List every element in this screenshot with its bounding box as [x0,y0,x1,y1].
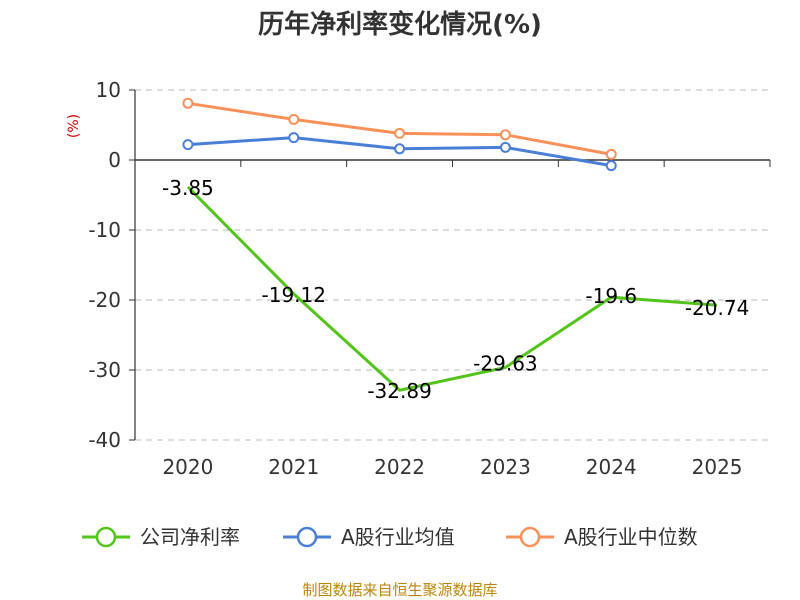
x-tick-label-2: 2022 [374,455,425,479]
legend-label-0: 公司净利率 [140,525,240,549]
x-tick-label-4: 2024 [586,455,637,479]
series-2-point-4 [605,148,617,160]
data-label-3: -29.63 [473,351,537,375]
x-tick-labels: 2020 2021 2022 2023 2024 2025 [162,455,742,479]
series-2-point-1 [288,113,300,125]
y-tick-label-5: -40 [88,428,121,452]
chart-title: 历年净利率变化情况(%) [258,9,542,40]
x-tick-label-0: 2020 [162,455,213,479]
legend-marker-1 [296,526,318,548]
legend-item-1[interactable]: A股行业均值 [283,525,455,549]
y-tick-labels: 10 0 -10 -20 -30 -40 [88,78,121,452]
legend-label-1: A股行业均值 [341,525,455,549]
data-label-0: -3.85 [162,176,214,200]
y-axis-unit: (%) [66,114,82,138]
y-tick-label-2: -10 [88,218,121,242]
series-1-point-1 [288,132,300,144]
legend-item-2[interactable]: A股行业中位数 [506,525,698,549]
series-2-point-2 [394,127,406,139]
axes [129,89,771,441]
series-1-point-0 [182,139,194,151]
legend[interactable]: 公司净利率 A股行业均值 A股行业中位数 [82,525,698,549]
legend-marker-2 [519,526,541,548]
x-tick-label-1: 2021 [268,455,319,479]
data-label-2: -32.89 [367,379,431,403]
series-group [182,97,718,392]
y-tick-label-3: -20 [88,288,121,312]
series-2-point-0 [182,97,194,109]
data-label-5: -20.74 [685,296,749,320]
y-tick-label-0: 10 [96,78,121,102]
series-2-point-3 [499,129,511,141]
series-1 [182,132,617,172]
series-line-0 [186,185,718,392]
data-label-1: -19.12 [262,283,326,307]
data-label-4: -19.6 [585,284,637,308]
series-1-point-3 [499,141,511,153]
series-1-point-2 [394,143,406,155]
y-tick-label-1: 0 [108,148,121,172]
series-1-point-4 [605,160,617,172]
legend-item-0[interactable]: 公司净利率 [82,525,240,549]
x-tick-label-3: 2023 [480,455,531,479]
footer-source: 制图数据来自恒生聚源数据库 [302,581,497,599]
y-tick-label-4: -30 [88,358,121,382]
legend-marker-0 [95,526,117,548]
legend-label-2: A股行业中位数 [564,525,698,549]
data-labels: -3.85 -19.12 -32.89 -29.63 -19.6 -20.74 [162,176,749,403]
x-tick-label-5: 2025 [692,455,743,479]
series-2 [182,97,617,160]
series-0 [186,185,718,392]
